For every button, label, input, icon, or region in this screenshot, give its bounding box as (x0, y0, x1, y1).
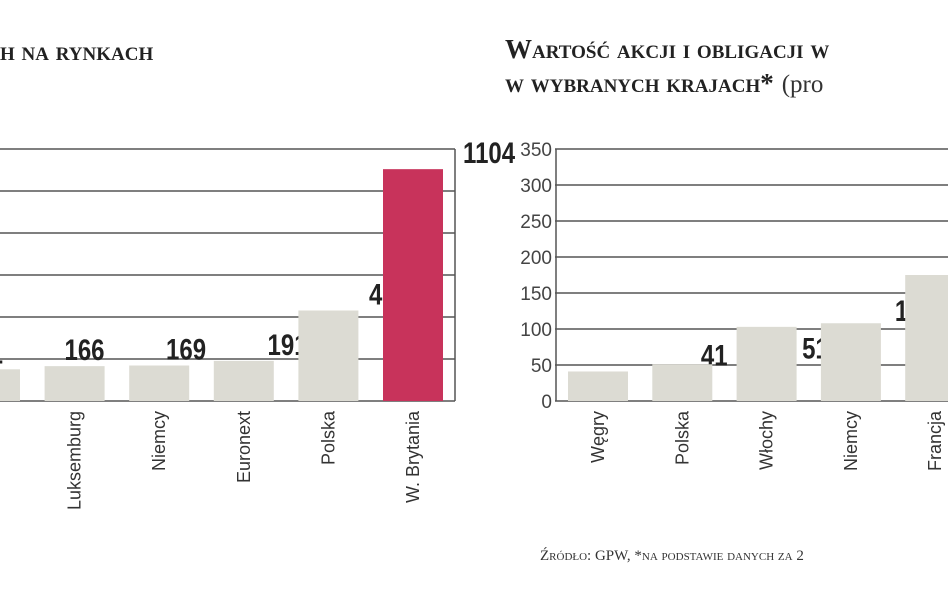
x-tick-label: Euronext (234, 411, 254, 483)
x-tick-label: Francja (925, 410, 945, 471)
y-tick-label: 0 (541, 392, 552, 413)
bar (568, 371, 628, 401)
bar (129, 365, 190, 401)
bar (652, 364, 713, 401)
value-label: 1104 (463, 136, 515, 170)
x-tick-label: Włochy (757, 411, 777, 470)
y-tick-label: 300 (520, 176, 552, 197)
value-label: 169 (166, 332, 206, 366)
bar (736, 326, 797, 401)
chart-subtitle: w wybranych krajach* (pro (505, 68, 823, 98)
bar (383, 169, 443, 401)
x-tick-label: W. Brytania (403, 410, 423, 503)
subtitle: w wybranych krajach* (505, 68, 774, 98)
bar (820, 323, 881, 401)
x-tick-label: Niemcy (149, 411, 169, 471)
value-label: 166 (65, 333, 105, 367)
source: Źródło: GPW, *na podstawie danych za 2 (540, 547, 804, 564)
x-tick-label: Niemcy (841, 411, 861, 471)
y-tick-label: 350 (520, 140, 552, 161)
bar (0, 369, 20, 401)
subtitle-extra: (pro (782, 71, 824, 98)
value-label: 151 (0, 336, 3, 370)
chart-title: Wartość akcji i obligacji w (505, 34, 829, 64)
x-tick-label: Polska (672, 410, 692, 465)
y-tick-label: 200 (520, 248, 552, 269)
x-tick-label: Polska (318, 410, 338, 465)
x-tick-label: Węgry (588, 411, 608, 463)
x-tick-label: Luksemburg (65, 411, 85, 510)
bar (213, 360, 274, 401)
chart-title: h na rynkach (0, 36, 153, 66)
y-tick-label: 250 (520, 212, 552, 233)
y-tick-label: 150 (520, 284, 552, 305)
bar (905, 275, 948, 401)
y-tick-label: 100 (520, 320, 552, 341)
bar (44, 366, 105, 401)
y-tick-label: 50 (531, 356, 552, 377)
bar (298, 310, 359, 401)
